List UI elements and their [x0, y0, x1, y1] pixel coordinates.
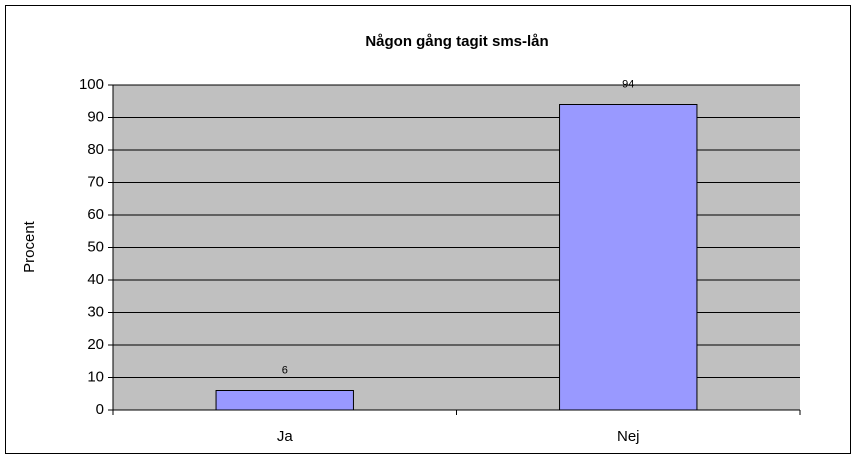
x-tick-label: Nej — [617, 428, 640, 445]
y-tick-label: 100 — [79, 76, 104, 93]
y-tick-label: 10 — [87, 368, 104, 385]
y-tick-label: 70 — [87, 173, 104, 190]
y-tick-label: 90 — [87, 108, 104, 125]
x-tick-label: Ja — [277, 428, 294, 445]
y-axis-label: Procent — [21, 220, 38, 273]
bar — [215, 390, 354, 411]
bar — [559, 104, 698, 411]
y-tick-label: 50 — [87, 238, 104, 255]
y-tick-label: 20 — [87, 336, 104, 353]
data-label: 94 — [622, 78, 634, 90]
y-tick-label: 40 — [87, 271, 104, 288]
y-tick-label: 0 — [96, 401, 104, 418]
y-tick-label: 80 — [87, 141, 104, 158]
data-label: 6 — [282, 364, 288, 376]
chart-title: Någon gång tagit sms-lån — [365, 33, 548, 50]
y-tick-label: 60 — [87, 206, 104, 223]
y-tick-label: 30 — [87, 303, 104, 320]
